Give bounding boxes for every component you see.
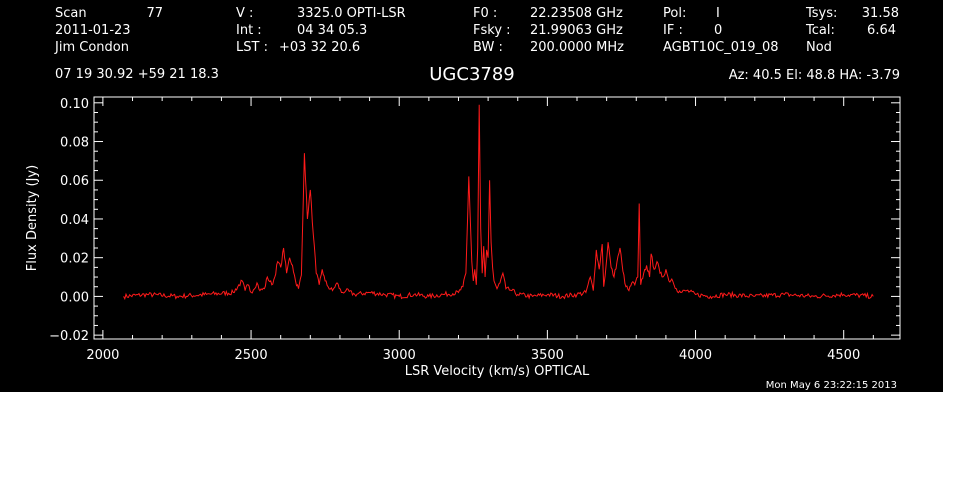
source-name: UGC3789 (429, 64, 515, 85)
if-label: IF : (663, 23, 683, 38)
observer-name: Jim Condon (54, 40, 129, 55)
int-value: 04 34 05.3 (297, 23, 367, 38)
obs-date: 2011-01-23 (55, 23, 131, 38)
az-el-ha: Az: 40.5 El: 48.8 HA: -3.79 (729, 68, 900, 83)
if-value: 0 (714, 23, 722, 38)
obs-mode: Nod (806, 40, 832, 55)
plot-window: Scan 77 2011-01-23 Jim Condon V : 3325.0… (0, 0, 943, 392)
velocity-label: V : (236, 6, 253, 21)
x-tick-label: 4500 (827, 348, 860, 363)
f0-label: F0 : (473, 6, 497, 21)
tcal-value: 6.64 (867, 23, 896, 38)
y-tick-label: 0.02 (60, 252, 89, 267)
project-id: AGBT10C_019_08 (663, 40, 779, 55)
x-tick-label: 4000 (679, 348, 712, 363)
x-axis-label: LSR Velocity (km/s) OPTICAL (405, 364, 590, 379)
fsky-value: 21.99063 GHz (530, 23, 623, 38)
f0-value: 22.23508 GHz (530, 6, 623, 21)
scan-value: 77 (146, 6, 163, 21)
tsys-label: Tsys: (805, 6, 837, 21)
plot-timestamp: Mon May 6 23:22:15 2013 (766, 380, 897, 391)
int-label: Int : (236, 23, 262, 38)
lst-value: +03 32 20.6 (279, 40, 360, 55)
spectrum-trace (123, 104, 874, 301)
y-tick-label: 0.10 (60, 97, 89, 112)
pol-label: Pol: (663, 6, 686, 21)
spectrum-plot: Scan 77 2011-01-23 Jim Condon V : 3325.0… (25, 6, 901, 391)
fsky-label: Fsky : (473, 23, 511, 38)
y-tick-label: −0.02 (49, 329, 89, 344)
scan-label: Scan (55, 6, 87, 21)
velocity-value: 3325.0 OPTI-LSR (297, 6, 406, 21)
tcal-label: Tcal: (805, 23, 835, 38)
y-tick-label: 0.00 (60, 290, 89, 305)
bw-value: 200.0000 MHz (530, 40, 624, 55)
spectrum-line (123, 104, 874, 301)
pol-value: I (716, 6, 720, 21)
y-tick-label: 0.04 (60, 213, 89, 228)
x-tick-label: 2000 (86, 348, 119, 363)
y-tick-label: 0.06 (60, 174, 89, 189)
y-tick-label: 0.08 (60, 136, 89, 151)
x-tick-label: 3500 (531, 348, 564, 363)
y-axis-label: Flux Density (Jy) (25, 165, 40, 271)
source-coords: 07 19 30.92 +59 21 18.3 (55, 67, 219, 82)
x-tick-label: 2500 (235, 348, 268, 363)
plot-frame (93, 96, 901, 340)
bw-label: BW : (473, 40, 503, 55)
axis-ticks: 2000 2500 3000 3500 4000 4500 −0.02 0.00 0.02 0.0… (49, 97, 900, 363)
tsys-value: 31.58 (862, 6, 899, 21)
lst-label: LST : (236, 40, 268, 55)
x-tick-label: 3000 (383, 348, 416, 363)
